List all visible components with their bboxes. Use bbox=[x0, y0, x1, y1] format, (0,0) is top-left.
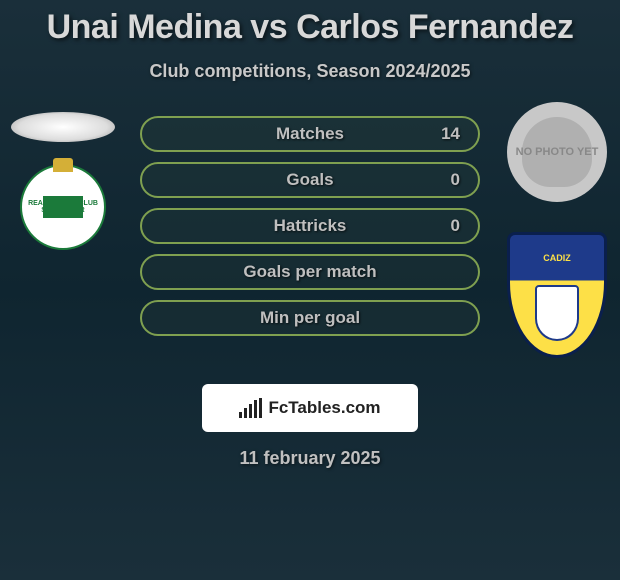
stat-label: Matches bbox=[276, 124, 344, 144]
stat-label: Goals bbox=[286, 170, 333, 190]
right-player-avatar: NO PHOTO YET bbox=[507, 102, 607, 202]
right-player-column: NO PHOTO YET CADIZ bbox=[502, 112, 612, 362]
stat-pill-goals: Goals 0 bbox=[140, 162, 480, 198]
logo-bars-icon bbox=[239, 398, 262, 418]
left-player-column: REAL RACING CLUBSANTANDER bbox=[8, 112, 118, 250]
left-player-avatar bbox=[11, 112, 115, 142]
stat-pill-matches: Matches 14 bbox=[140, 116, 480, 152]
comparison-date: 11 february 2025 bbox=[0, 448, 620, 469]
stat-pill-hattricks: Hattricks 0 bbox=[140, 208, 480, 244]
fctables-logo: FcTables.com bbox=[202, 384, 418, 432]
stat-label: Hattricks bbox=[274, 216, 347, 236]
stat-pill-min-per-goal: Min per goal bbox=[140, 300, 480, 336]
stat-label: Min per goal bbox=[260, 308, 360, 328]
right-club-badge: CADIZ bbox=[507, 232, 607, 362]
stat-value: 0 bbox=[451, 170, 460, 190]
left-club-badge: REAL RACING CLUBSANTANDER bbox=[20, 164, 106, 250]
logo-text: FcTables.com bbox=[268, 398, 380, 418]
subtitle: Club competitions, Season 2024/2025 bbox=[0, 61, 620, 82]
stats-area: REAL RACING CLUBSANTANDER NO PHOTO YET C… bbox=[0, 112, 620, 412]
page-title: Unai Medina vs Carlos Fernandez bbox=[0, 0, 620, 47]
right-club-badge-text: CADIZ bbox=[510, 235, 604, 281]
stat-pill-goals-per-match: Goals per match bbox=[140, 254, 480, 290]
stat-value: 0 bbox=[451, 216, 460, 236]
stat-label: Goals per match bbox=[243, 262, 376, 282]
stat-value: 14 bbox=[441, 124, 460, 144]
no-photo-label: NO PHOTO YET bbox=[516, 146, 599, 158]
